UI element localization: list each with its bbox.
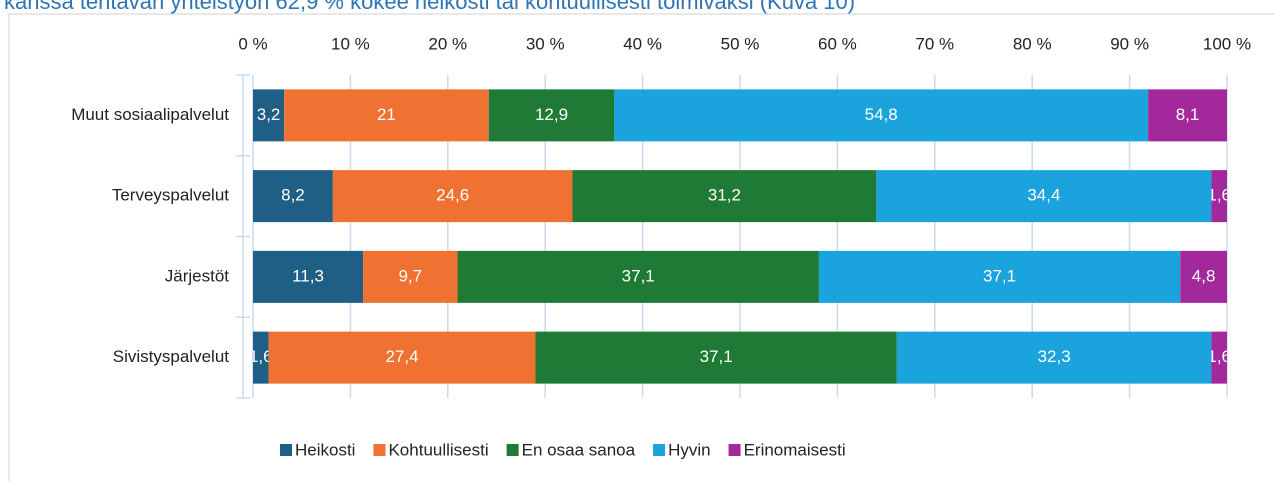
data-label: 8,2 [281, 186, 305, 205]
x-tick-label: 90 % [1110, 34, 1149, 53]
x-tick-label: 20 % [428, 34, 467, 53]
legend-swatch [728, 444, 741, 456]
legend-label: Erinomaisesti [744, 440, 846, 459]
legend-label: Kohtuullisesti [388, 440, 488, 459]
data-label: 4,8 [1192, 266, 1216, 285]
data-label: 27,4 [385, 347, 418, 366]
legend-label: Hyvin [668, 440, 711, 459]
bar-segment [268, 331, 536, 384]
y-tick-label: Järjestöt [165, 266, 230, 285]
bar-segment [896, 331, 1212, 384]
x-tick-label: 30 % [526, 34, 565, 53]
bar-segment [1148, 89, 1227, 142]
data-label: 37,1 [622, 266, 655, 285]
bar-segment [818, 250, 1181, 303]
bar-segment [253, 170, 333, 223]
bar-segment [284, 89, 489, 142]
data-label: 24,6 [436, 186, 469, 205]
bar-segment [1180, 250, 1227, 303]
bar-segment [488, 89, 615, 142]
legend-label: Heikosti [295, 440, 355, 459]
x-tick-label: 60 % [818, 34, 857, 53]
bar-segment [1211, 170, 1227, 223]
data-label: 3,2 [257, 105, 281, 124]
legend-swatch [506, 444, 519, 456]
chart-frame [8, 13, 1274, 481]
x-tick-label: 50 % [721, 34, 760, 53]
x-tick-label: 100 % [1203, 34, 1251, 53]
bar-segment [253, 331, 269, 384]
bar-segment [1211, 331, 1227, 384]
x-tick-label: 80 % [1013, 34, 1052, 53]
x-tick-label: 10 % [331, 34, 370, 53]
data-label: 1,6 [1207, 186, 1231, 205]
chart-title: kanssa tehtävän yhteistyön 62,9 % kokee … [4, 0, 855, 14]
bar-segment [363, 250, 458, 303]
data-label: 9,7 [398, 266, 422, 285]
bar-segment [572, 170, 877, 223]
bar-segment [253, 89, 285, 142]
y-tick-label: Muut sosiaalipalvelut [71, 105, 229, 124]
data-label: 12,9 [535, 105, 568, 124]
data-label: 21 [377, 105, 396, 124]
bar-segment [876, 170, 1212, 223]
legend-swatch [653, 444, 666, 456]
y-tick-label: Sivistyspalvelut [113, 347, 229, 366]
data-label: 8,1 [1176, 105, 1200, 124]
bar-segment [457, 250, 819, 303]
data-label: 31,2 [708, 186, 741, 205]
data-label: 1,6 [1207, 347, 1231, 366]
x-tick-label: 70 % [915, 34, 954, 53]
data-label: 54,8 [865, 105, 898, 124]
data-label: 37,1 [700, 347, 733, 366]
x-tick-label: 40 % [623, 34, 662, 53]
data-label: 11,3 [292, 266, 324, 285]
y-tick-label: Terveyspalvelut [112, 186, 229, 205]
legend-swatch [280, 444, 292, 456]
data-label: 37,1 [983, 266, 1016, 285]
x-tick-label: 0 % [238, 34, 267, 53]
data-label: 1,6 [249, 347, 273, 366]
bar-segment [614, 89, 1149, 142]
data-label: 32,3 [1038, 347, 1071, 366]
bar-segment [253, 250, 364, 303]
bar-segment [535, 331, 897, 384]
bar-segment [332, 170, 573, 223]
legend-label: En osaa sanoa [522, 440, 636, 459]
legend-swatch [373, 444, 386, 456]
data-label: 34,4 [1027, 186, 1060, 205]
